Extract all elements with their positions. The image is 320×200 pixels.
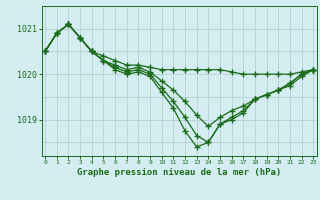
X-axis label: Graphe pression niveau de la mer (hPa): Graphe pression niveau de la mer (hPa) (77, 168, 281, 177)
